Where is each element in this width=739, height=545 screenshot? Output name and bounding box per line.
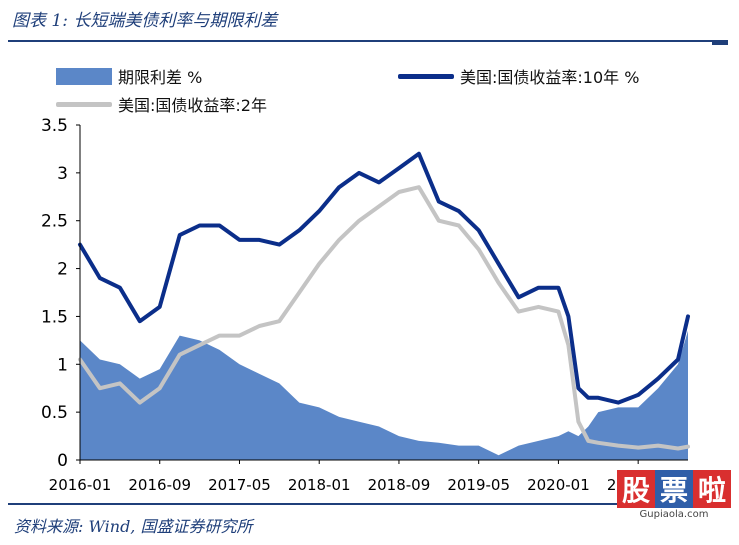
legend-spread-swatch	[56, 67, 112, 85]
source-note: 资料来源: Wind, 国盛证券研究所	[14, 517, 253, 536]
legend-two-year-label: 美国:国债收益率:2年	[118, 96, 267, 115]
watermark-char-2: 票	[655, 470, 693, 508]
x-tick-label: 2020-01	[527, 476, 590, 494]
title-rule	[8, 40, 728, 45]
y-tick-label: 2.5	[41, 212, 68, 232]
legend-two-year-swatch	[56, 101, 112, 107]
x-tick-label: 2019-05	[447, 476, 510, 494]
x-tick-label: 2018-09	[368, 476, 431, 494]
watermark-url: Gupiaola.com	[639, 509, 709, 520]
x-tick-label: 2016-01	[49, 476, 112, 494]
chart-title: 图表 1: 长短端美债利率与期限利差	[12, 11, 278, 31]
y-tick-label: 1	[57, 355, 68, 375]
legend-ten-year: 美国:国债收益率:10年 %	[398, 64, 639, 88]
footer-rule	[8, 503, 728, 505]
legend-spread-label: 期限利差 %	[118, 68, 203, 87]
legend-two-year: 美国:国债收益率:2年	[56, 92, 267, 116]
legend-ten-year-label: 美国:国债收益率:10年 %	[460, 68, 640, 87]
legend-ten-year-swatch	[398, 73, 454, 79]
x-tick-label: 2016-09	[128, 476, 191, 494]
y-tick-label: 0.5	[41, 403, 68, 423]
watermark: 股 票 啦 Gupiaola.com	[617, 470, 731, 520]
x-tick-label: 2017-05	[208, 476, 271, 494]
ten-year-line	[78, 151, 690, 405]
y-tick-label: 1.5	[41, 307, 68, 327]
y-tick-label: 3.5	[41, 116, 68, 136]
spread-area	[80, 330, 688, 460]
watermark-char-1: 股	[617, 470, 655, 508]
y-tick-label: 0	[57, 451, 68, 471]
x-tick-label: 2018-01	[288, 476, 351, 494]
watermark-char-3: 啦	[693, 470, 731, 508]
legend-spread: 期限利差 %	[56, 64, 202, 88]
y-tick-label: 2	[57, 260, 68, 280]
two-year-line	[78, 185, 690, 451]
y-tick-label: 3	[57, 164, 68, 184]
